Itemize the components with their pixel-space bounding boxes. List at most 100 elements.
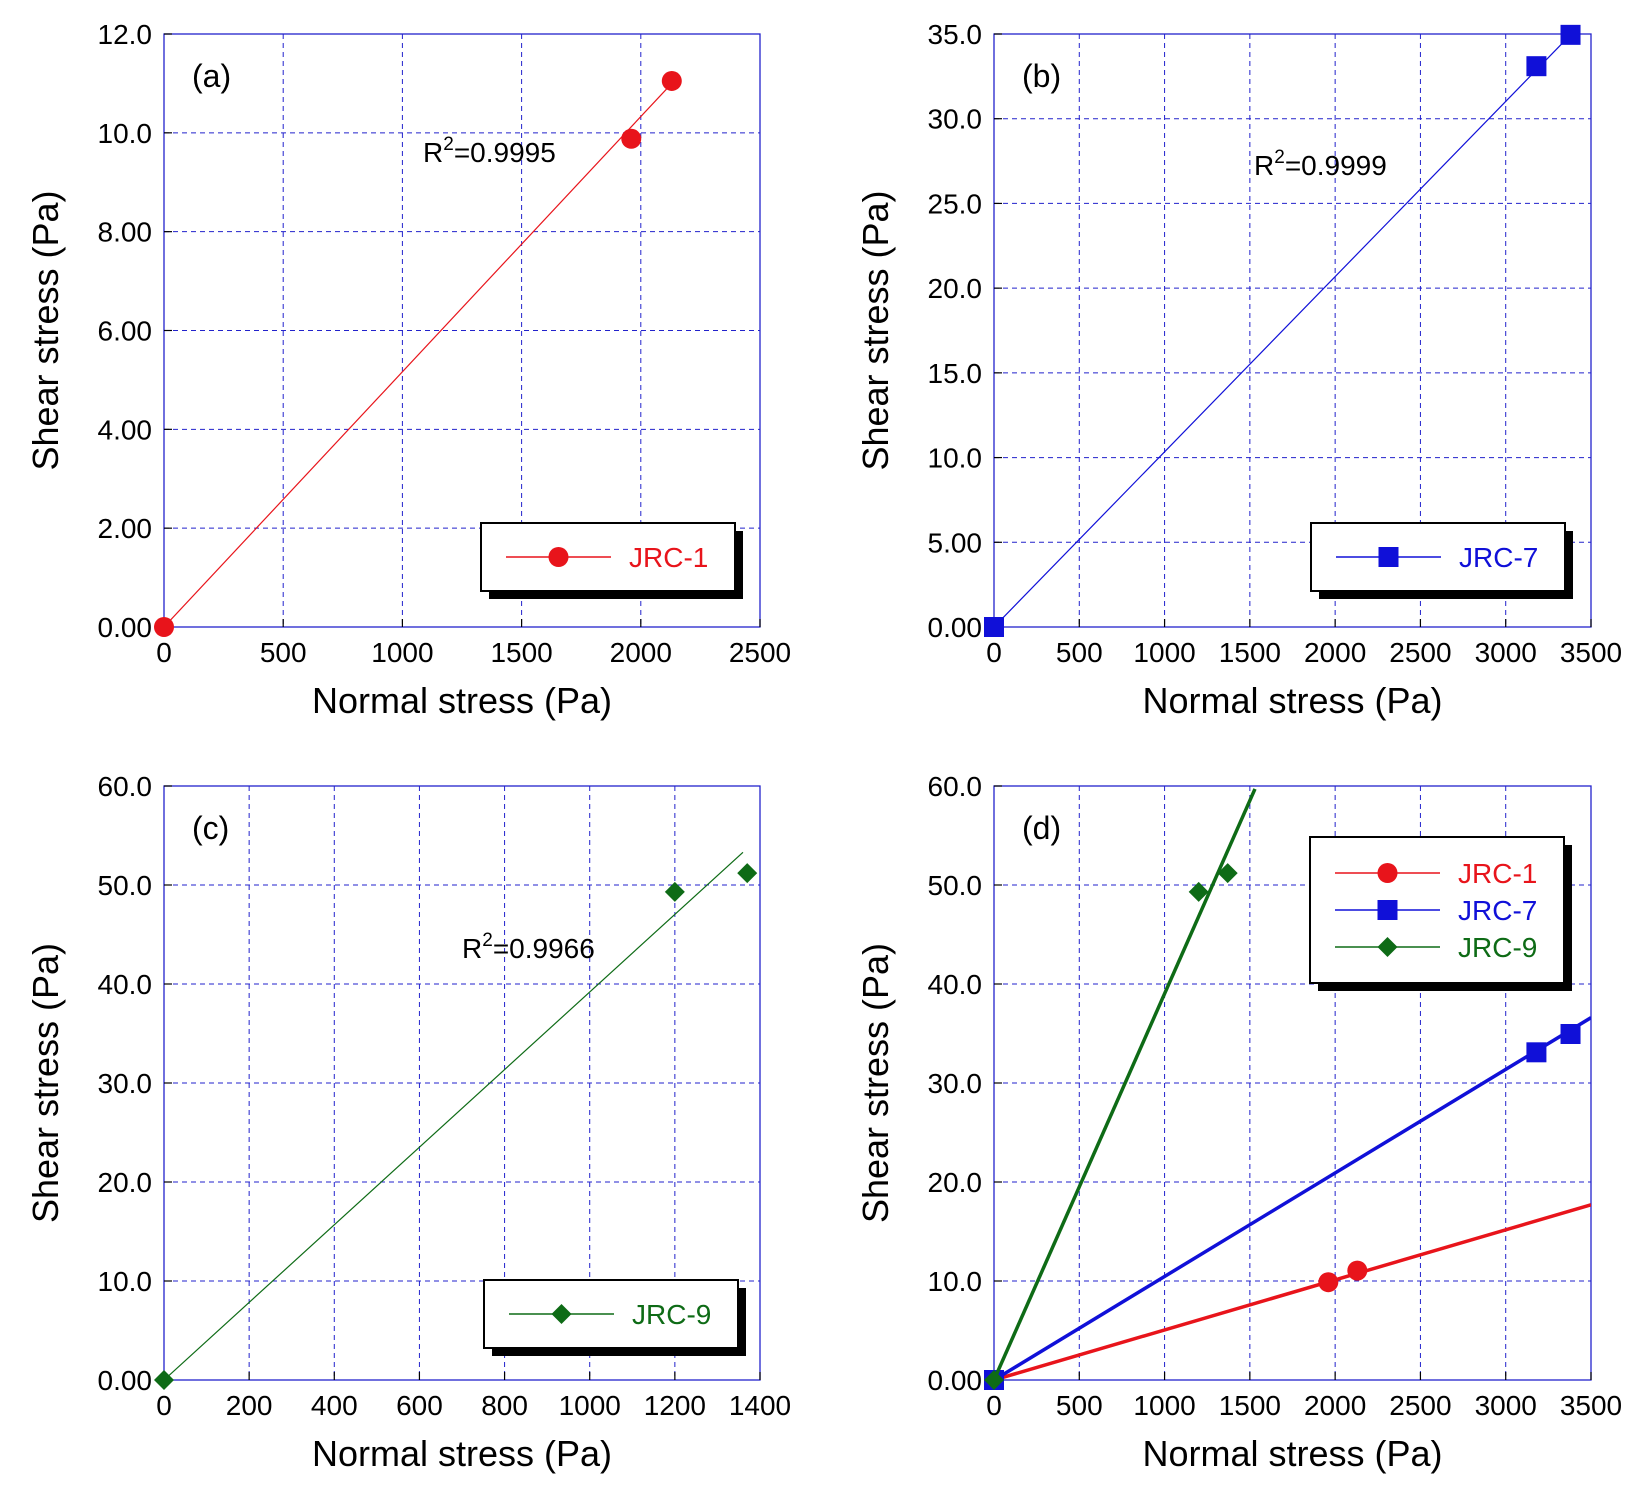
legend-marker-jrc-9: [551, 1304, 572, 1324]
legend-marker-jrc-9: [1377, 937, 1398, 957]
data-point-jrc-9: [1217, 863, 1238, 884]
fit-line-jrc-7: [994, 1016, 1591, 1380]
x-tick-label: 0: [156, 1390, 172, 1421]
data-point-jrc-9: [737, 863, 758, 884]
x-tick-label: 2500: [1389, 637, 1451, 668]
y-tick-label: 0.00: [928, 612, 983, 643]
data-point-jrc-7: [1560, 24, 1581, 45]
data-point-jrc-1: [1318, 1272, 1339, 1293]
x-tick-label: 3000: [1475, 1390, 1537, 1421]
y-tick-label: 40.0: [98, 969, 153, 1000]
legend-label-jrc-7: JRC-7: [1458, 895, 1537, 926]
data-point-jrc-9: [984, 1370, 1004, 1390]
data-point-jrc-9: [154, 1370, 174, 1390]
y-tick-label: 2.00: [98, 513, 153, 544]
fit-line-jrc-1: [164, 83, 673, 627]
x-axis-title: Normal stress (Pa): [1142, 1433, 1442, 1474]
y-tick-label: 20.0: [928, 1167, 983, 1198]
x-tick-label: 0: [156, 637, 172, 668]
x-tick-label: 0: [986, 1390, 1002, 1421]
legend-label-jrc-1: JRC-1: [629, 542, 708, 573]
y-axis-title: Shear stress (Pa): [25, 943, 66, 1223]
x-axis-title: Normal stress (Pa): [1142, 680, 1442, 721]
legend-label-jrc-1: JRC-1: [1458, 858, 1537, 889]
fit-line-jrc-9: [164, 851, 744, 1380]
y-tick-label: 40.0: [928, 969, 983, 1000]
y-tick-label: 35.0: [928, 19, 983, 50]
x-tick-label: 1200: [644, 1390, 706, 1421]
plot-frame: [993, 33, 1592, 628]
y-tick-label: 4.00: [98, 414, 153, 445]
y-tick-label: 0.00: [928, 1365, 983, 1396]
data-point-jrc-9: [1188, 881, 1209, 902]
legend: JRC-1: [480, 522, 743, 599]
y-tick-label: 50.0: [98, 870, 153, 901]
y-tick-label: 15.0: [928, 358, 983, 389]
x-tick-label: 1500: [490, 637, 552, 668]
x-tick-label: 1500: [1219, 1390, 1281, 1421]
legend-marker-jrc-1: [548, 547, 569, 567]
x-tick-label: 800: [481, 1390, 528, 1421]
legend-marker-jrc-1: [1377, 863, 1398, 883]
data-point-jrc-7: [1560, 1023, 1581, 1044]
y-tick-label: 10.0: [98, 1266, 153, 1297]
legend-label-jrc-9: JRC-9: [632, 1299, 711, 1330]
x-tick-label: 2000: [1304, 1390, 1366, 1421]
data-point-jrc-7: [1526, 56, 1547, 77]
y-tick-label: 60.0: [98, 771, 153, 802]
y-tick-label: 12.0: [98, 19, 153, 50]
x-tick-label: 3500: [1560, 1390, 1622, 1421]
x-axis-title: Normal stress (Pa): [312, 680, 612, 721]
fit-line-jrc-9: [994, 788, 1257, 1380]
chart-panel-3: 0 200 400 600 800 1000 1200 1400 0.00 10.0 20.0 30.…: [25, 771, 791, 1474]
y-tick-label: 60.0: [928, 771, 983, 802]
x-tick-label: 3500: [1560, 637, 1622, 668]
legend: JRC-7: [1310, 522, 1573, 599]
data-point-jrc-1: [661, 70, 682, 91]
data-point-jrc-7: [1526, 1042, 1547, 1063]
legend-label-jrc-9: JRC-9: [1458, 932, 1537, 963]
y-tick-label: 30.0: [98, 1068, 153, 1099]
fit-line-jrc-1: [994, 1203, 1591, 1380]
data-point-jrc-1: [621, 128, 642, 149]
y-tick-label: 10.0: [98, 118, 153, 149]
x-tick-label: 500: [1056, 637, 1103, 668]
chart-panel-1: 0 500 1000 1500 2000 2500 0.00 2.00 4.00 6.00 8.00…: [25, 19, 791, 721]
y-tick-label: 5.00: [928, 527, 983, 558]
y-tick-label: 6.00: [98, 316, 153, 347]
x-tick-label: 500: [260, 637, 307, 668]
y-tick-label: 0.00: [98, 1365, 153, 1396]
x-axis-title: Normal stress (Pa): [312, 1433, 612, 1474]
r-squared-annotation: R2=0.9995: [423, 134, 556, 168]
legend-label-jrc-7: JRC-7: [1459, 542, 1538, 573]
r-squared-annotation: R2=0.9999: [1254, 147, 1387, 181]
y-tick-label: 20.0: [928, 273, 983, 304]
legend-marker-jrc-7: [1377, 900, 1398, 920]
chart-panel-2: 0 500 1000 1500 2000 2500 3000 3500 0.00 5.00 10.0…: [855, 19, 1622, 721]
data-point-jrc-1: [1347, 1260, 1368, 1281]
legend: JRC-1 JRC-7 JRC-9: [1309, 836, 1572, 991]
x-tick-label: 1000: [371, 637, 433, 668]
x-tick-label: 500: [1056, 1390, 1103, 1421]
y-tick-label: 8.00: [98, 217, 153, 248]
y-tick-label: 20.0: [98, 1167, 153, 1198]
x-tick-label: 2500: [729, 637, 791, 668]
data-point-jrc-7: [984, 617, 1004, 637]
x-tick-label: 1400: [729, 1390, 791, 1421]
y-tick-label: 30.0: [928, 104, 983, 135]
data-point-jrc-9: [664, 881, 685, 902]
y-tick-label: 10.0: [928, 443, 983, 474]
x-tick-label: 2000: [1304, 637, 1366, 668]
y-tick-label: 0.00: [98, 612, 153, 643]
x-tick-label: 1500: [1219, 637, 1281, 668]
panel-label: (d): [1022, 810, 1061, 846]
x-tick-label: 2500: [1389, 1390, 1451, 1421]
x-tick-label: 200: [226, 1390, 273, 1421]
x-tick-label: 1000: [559, 1390, 621, 1421]
y-tick-label: 25.0: [928, 188, 983, 219]
legend-marker-jrc-7: [1378, 547, 1399, 567]
r-squared-annotation: R2=0.9966: [462, 930, 595, 964]
x-tick-label: 600: [396, 1390, 443, 1421]
legend: JRC-9: [483, 1279, 746, 1356]
